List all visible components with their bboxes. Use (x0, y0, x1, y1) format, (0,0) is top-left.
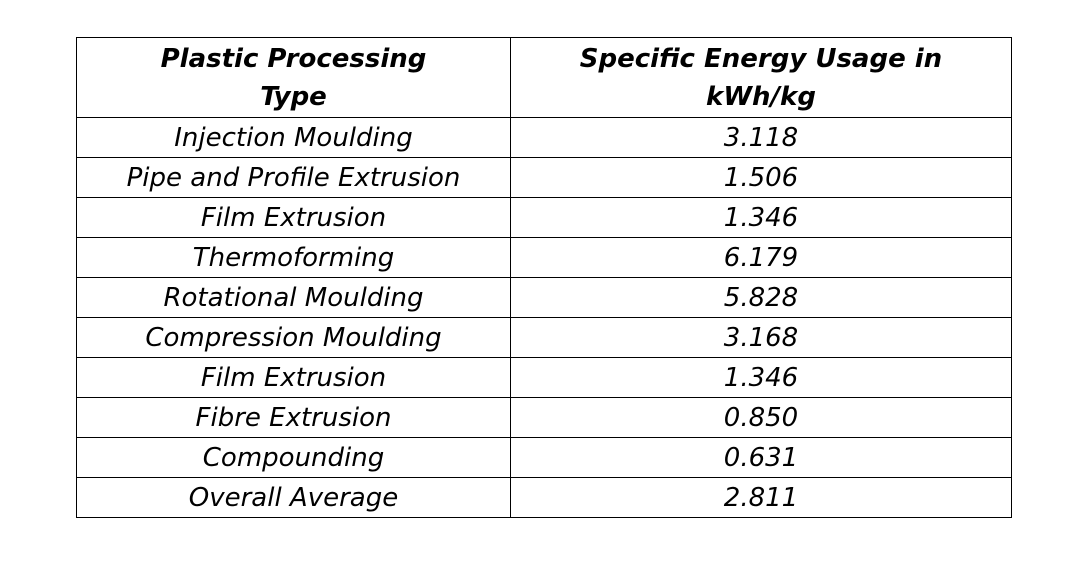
header-processing-type: Plastic Processing Type (76, 37, 511, 118)
table-row: Injection Moulding 3.118 (76, 117, 1012, 158)
processing-type-cell: Overall Average (76, 477, 511, 518)
energy-value-cell: 2.811 (510, 477, 1012, 518)
header-processing-type-line-1: Plastic Processing (160, 43, 427, 74)
energy-value-cell: 6.179 (510, 237, 1012, 278)
energy-value-cell: 1.346 (510, 197, 1012, 238)
processing-type-cell: Injection Moulding (76, 117, 511, 158)
energy-value-cell: 0.850 (510, 397, 1012, 438)
processing-type-cell: Film Extrusion (76, 197, 511, 238)
energy-value-cell: 3.168 (510, 317, 1012, 358)
table-row-overall-average: Overall Average 2.811 (76, 477, 1012, 518)
table-header: Plastic Processing Type Specific Energy … (76, 37, 1012, 118)
table-row: Pipe and Profile Extrusion 1.506 (76, 157, 1012, 198)
header-energy-usage-line-2: kWh/kg (706, 81, 816, 112)
energy-value-cell: 3.118 (510, 117, 1012, 158)
processing-type-cell: Fibre Extrusion (76, 397, 511, 438)
header-energy-usage: Specific Energy Usage in kWh/kg (510, 37, 1012, 118)
energy-value-cell: 5.828 (510, 277, 1012, 318)
table-row: Rotational Moulding 5.828 (76, 277, 1012, 318)
energy-value-cell: 0.631 (510, 437, 1012, 478)
header-row: Plastic Processing Type Specific Energy … (76, 37, 1012, 118)
table-row: Compounding 0.631 (76, 437, 1012, 478)
processing-type-cell: Compounding (76, 437, 511, 478)
table-row: Film Extrusion 1.346 (76, 357, 1012, 398)
header-energy-usage-line-1: Specific Energy Usage in (579, 43, 943, 74)
table-row: Film Extrusion 1.346 (76, 197, 1012, 238)
table-row: Fibre Extrusion 0.850 (76, 397, 1012, 438)
header-processing-type-line-2: Type (260, 81, 327, 112)
processing-type-cell: Rotational Moulding (76, 277, 511, 318)
processing-type-cell: Pipe and Profile Extrusion (76, 157, 511, 198)
processing-type-cell: Thermoforming (76, 237, 511, 278)
table-row: Thermoforming 6.179 (76, 237, 1012, 278)
processing-type-cell: Film Extrusion (76, 357, 511, 398)
energy-usage-table: Plastic Processing Type Specific Energy … (76, 37, 1012, 518)
processing-type-cell: Compression Moulding (76, 317, 511, 358)
energy-value-cell: 1.506 (510, 157, 1012, 198)
table-row: Compression Moulding 3.168 (76, 317, 1012, 358)
energy-value-cell: 1.346 (510, 357, 1012, 398)
table-body: Injection Moulding 3.118 Pipe and Profil… (76, 117, 1012, 518)
